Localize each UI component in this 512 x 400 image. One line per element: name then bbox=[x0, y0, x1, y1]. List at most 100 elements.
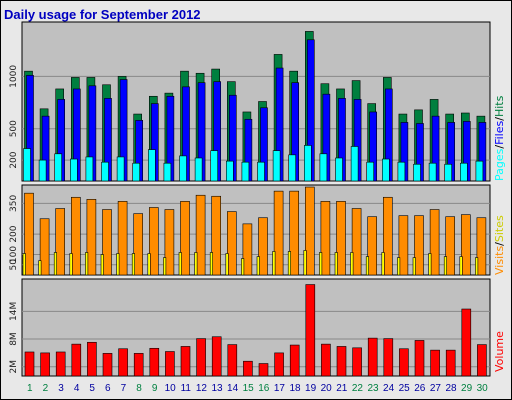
legend-top: Pages/Files/Hits bbox=[493, 95, 506, 181]
bar-pages bbox=[397, 161, 406, 182]
bar-sites bbox=[350, 252, 354, 276]
bar-visits bbox=[289, 190, 300, 276]
day-label: 22 bbox=[352, 383, 364, 394]
bar-visits bbox=[414, 215, 424, 276]
day-label: 25 bbox=[399, 383, 411, 394]
bar-sites bbox=[69, 253, 73, 276]
bar-pages bbox=[381, 158, 390, 182]
bar-volume bbox=[165, 351, 175, 377]
day-label: 2 bbox=[43, 383, 49, 394]
bar-pages bbox=[54, 153, 63, 182]
bar-volume bbox=[40, 352, 50, 377]
day-label: 19 bbox=[305, 383, 317, 394]
bar-visits bbox=[429, 209, 440, 276]
day-label: 9 bbox=[152, 383, 158, 394]
bar-volume bbox=[352, 347, 362, 377]
day-label: 4 bbox=[74, 383, 80, 394]
bar-pages bbox=[179, 155, 187, 182]
day-label: 17 bbox=[274, 383, 286, 394]
day-label: 8 bbox=[136, 383, 142, 394]
bar-volume bbox=[336, 346, 347, 377]
bar-pages bbox=[101, 161, 109, 182]
bar-volume bbox=[461, 308, 472, 377]
bar-sites bbox=[116, 253, 120, 276]
y-tick-label: 200 bbox=[9, 225, 19, 242]
legend-sep: / bbox=[493, 117, 506, 121]
panel-background bbox=[21, 21, 491, 182]
bar-visits bbox=[382, 196, 393, 276]
y-tick-label: 50 bbox=[9, 259, 19, 271]
y-tick-label: 350 bbox=[9, 195, 19, 212]
bar-volume bbox=[477, 344, 487, 377]
bar-sites bbox=[475, 257, 479, 276]
bar-visits bbox=[320, 201, 331, 276]
bar-sites bbox=[53, 252, 58, 276]
day-label: 24 bbox=[383, 383, 395, 394]
bar-volume bbox=[445, 349, 456, 377]
bar-visits bbox=[476, 217, 487, 276]
hits-files-pages-panel: 200 500 1000 bbox=[9, 21, 491, 182]
page-title: Daily usage for September 2012 bbox=[4, 7, 201, 22]
day-label: 16 bbox=[258, 383, 270, 394]
bar-pages bbox=[413, 163, 421, 182]
legend-sites: Sites bbox=[493, 215, 506, 242]
bar-pages bbox=[475, 160, 484, 182]
bar-volume bbox=[211, 336, 222, 377]
bar-volume bbox=[305, 284, 316, 377]
bar-pages bbox=[335, 157, 343, 182]
day-label: 3 bbox=[58, 383, 64, 394]
bar-sites bbox=[287, 251, 292, 276]
bar-visits bbox=[367, 216, 378, 276]
bar-volume bbox=[289, 344, 300, 377]
day-label: 12 bbox=[196, 383, 208, 394]
day-label: 10 bbox=[165, 383, 177, 394]
day-label: 14 bbox=[227, 383, 239, 394]
bar-pages bbox=[132, 162, 140, 182]
bar-visits bbox=[242, 223, 253, 276]
bar-visits bbox=[24, 192, 34, 276]
bar-volume bbox=[321, 343, 331, 377]
bar-volume bbox=[118, 348, 128, 377]
bar-pages bbox=[85, 156, 94, 182]
bar-sites bbox=[225, 253, 229, 276]
bar-sites bbox=[319, 252, 323, 276]
bar-sites bbox=[163, 257, 167, 276]
day-axis: 1 2 3 4 5 6 7 8 9 10 11 12 13 14 15 16 17 18 19 20 21 22 23 24 2… bbox=[27, 383, 488, 394]
legend-visits: Visits bbox=[493, 246, 506, 275]
bar-visits bbox=[460, 214, 471, 276]
bar-pages bbox=[23, 148, 31, 182]
bar-pages bbox=[210, 150, 218, 182]
bar-visits bbox=[304, 186, 315, 276]
bar-visits bbox=[117, 201, 128, 276]
day-label: 5 bbox=[89, 383, 95, 394]
panel-background bbox=[21, 278, 491, 377]
day-label: 26 bbox=[414, 383, 426, 394]
bar-pages bbox=[303, 145, 312, 182]
day-label: 1 bbox=[27, 383, 33, 394]
bar-volume bbox=[383, 338, 394, 377]
day-label: 28 bbox=[445, 383, 457, 394]
bar-sites bbox=[303, 250, 307, 276]
legend-pages: Pages bbox=[493, 148, 506, 181]
bar-sites bbox=[443, 256, 448, 276]
day-label: 23 bbox=[367, 383, 379, 394]
y-tick-label: 8M bbox=[9, 332, 19, 346]
bar-pages bbox=[38, 159, 47, 182]
day-label: 11 bbox=[181, 383, 192, 394]
bar-volume bbox=[102, 353, 113, 377]
bar-sites bbox=[209, 252, 213, 276]
bar-visits bbox=[445, 216, 456, 276]
bar-sites bbox=[256, 256, 260, 276]
bar-pages bbox=[148, 149, 156, 182]
bar-visits bbox=[149, 207, 159, 276]
bar-visits bbox=[180, 201, 190, 276]
bar-visits bbox=[164, 209, 175, 276]
bar-pages bbox=[444, 163, 453, 182]
bar-volume bbox=[180, 346, 191, 377]
bar-sites bbox=[381, 252, 385, 276]
day-label: 29 bbox=[461, 383, 473, 394]
legend-sep: / bbox=[493, 242, 506, 246]
day-label: 7 bbox=[121, 383, 127, 394]
bar-sites bbox=[147, 253, 151, 276]
bar-pages bbox=[116, 156, 125, 182]
